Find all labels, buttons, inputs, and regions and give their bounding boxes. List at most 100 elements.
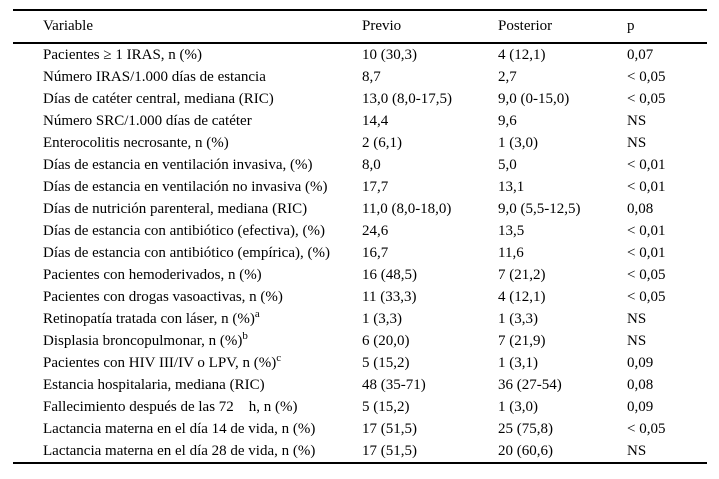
variable-cell: Lactancia materna en el día 14 de vida, …	[13, 418, 362, 440]
table-row: Lactancia materna en el día 14 de vida, …	[13, 418, 707, 440]
posterior-value-cell: 13,1	[498, 178, 525, 195]
variable-cell: Estancia hospitalaria, mediana (RIC)	[13, 374, 362, 396]
p-value-cell: 0,09	[627, 354, 654, 371]
footnote-marker: b	[242, 330, 248, 342]
variable-label: Días de estancia en ventilación invasiva…	[43, 156, 313, 173]
p-value-cell: < 0,05	[627, 68, 666, 85]
posterior-value-cell: 1 (3,0)	[498, 398, 538, 415]
table-row: Días de estancia en ventilación no invas…	[13, 176, 707, 198]
posterior-value-cell: 1 (3,1)	[498, 354, 538, 371]
previo-value-cell: 8,7	[362, 68, 381, 85]
previo-value-cell: 1 (3,3)	[362, 310, 402, 327]
previo-value-cell: 16 (48,5)	[362, 266, 417, 283]
footnote-marker: c	[276, 352, 282, 364]
variable-label: Pacientes con hemoderivados, n (%)	[43, 266, 262, 283]
table-row: Pacientes ≥ 1 IRAS, n (%) 10 (30,3) 4 (12,…	[13, 43, 707, 66]
p-value-cell: < 0,05	[627, 288, 666, 305]
p-value-cell: NS	[627, 442, 647, 459]
posterior-value-cell: 1 (3,3)	[498, 310, 538, 327]
variable-label: Días de estancia con antibiótico (empíri…	[43, 244, 330, 261]
variable-cell: Días de estancia en ventilación invasiva…	[13, 154, 362, 176]
table-row: Días de nutrición parenteral, mediana (R…	[13, 198, 707, 220]
table-row: Lactancia materna en el día 28 de vida, …	[13, 440, 707, 463]
column-header-variable: Variable	[13, 10, 362, 44]
header-row: Variable Previo Posterior p	[13, 10, 707, 44]
variable-cell: Pacientes con drogas vasoactivas, n (%)	[13, 286, 362, 308]
table-row: Número IRAS/1.000 días de estancia 8,7 2,7…	[13, 66, 707, 88]
previo-value-cell: 16,7	[362, 244, 389, 261]
variable-cell: Pacientes ≥ 1 IRAS, n (%)	[13, 43, 362, 66]
posterior-value-cell: 9,0 (0-15,0)	[498, 90, 570, 107]
previo-value-cell: 5 (15,2)	[362, 398, 410, 415]
p-value-cell: 0,07	[627, 46, 654, 63]
p-value-cell: 0,09	[627, 398, 654, 415]
column-header-posterior: Posterior	[498, 10, 627, 44]
table-row: Pacientes con HIV III/IV o LPV, n (%)c 5 …	[13, 352, 707, 374]
variable-cell: Pacientes con HIV III/IV o LPV, n (%)c	[13, 352, 362, 374]
table-row: Pacientes con hemoderivados, n (%) 16 (48…	[13, 264, 707, 286]
posterior-value-cell: 13,5	[498, 222, 525, 239]
variable-label: Displasia broncopulmonar, n (%)	[43, 332, 243, 349]
p-value-cell: < 0,01	[627, 156, 666, 173]
posterior-value-cell: 9,0 (5,5-12,5)	[498, 200, 581, 217]
p-value-cell: < 0,01	[627, 244, 666, 261]
p-value-cell: NS	[627, 310, 647, 327]
variable-cell: Días de estancia con antibiótico (efecti…	[13, 220, 362, 242]
p-value-cell: < 0,05	[627, 266, 666, 283]
posterior-value-cell: 20 (60,6)	[498, 442, 553, 459]
results-table: Variable Previo Posterior p Pacientes ≥ …	[13, 9, 707, 464]
posterior-value-cell: 36 (27-54)	[498, 376, 562, 393]
variable-label: Días de estancia en ventilación no invas…	[43, 178, 328, 195]
previo-value-cell: 24,6	[362, 222, 389, 239]
table-row: Estancia hospitalaria, mediana (RIC) 48 (…	[13, 374, 707, 396]
posterior-value-cell: 1 (3,0)	[498, 134, 538, 151]
previo-value-cell: 17 (51,5)	[362, 420, 417, 437]
posterior-value-cell: 7 (21,2)	[498, 266, 546, 283]
table-row: Días de estancia con antibiótico (efecti…	[13, 220, 707, 242]
variable-cell: Número IRAS/1.000 días de estancia	[13, 66, 362, 88]
variable-label: Estancia hospitalaria, mediana (RIC)	[43, 376, 265, 393]
previo-value-cell: 48 (35-71)	[362, 376, 426, 393]
previo-value-cell: 2 (6,1)	[362, 134, 402, 151]
previo-value-cell: 14,4	[362, 112, 389, 129]
p-value-cell: 0,08	[627, 376, 654, 393]
p-value-cell: 0,08	[627, 200, 654, 217]
variable-label: Lactancia materna en el día 28 de vida, …	[43, 442, 316, 459]
previo-value-cell: 10 (30,3)	[362, 46, 417, 63]
variable-cell: Días de estancia con antibiótico (empíri…	[13, 242, 362, 264]
previo-value-cell: 11 (33,3)	[362, 288, 417, 305]
previo-value-cell: 8,0	[362, 156, 381, 173]
footnote-marker: a	[254, 308, 260, 320]
variable-cell: Pacientes con hemoderivados, n (%)	[13, 264, 362, 286]
variable-label: Fallecimiento después de las 72 h, n (%)	[43, 398, 298, 415]
variable-label: Días de nutrición parenteral, mediana (R…	[43, 200, 308, 217]
variable-cell: Retinopatía tratada con láser, n (%)a	[13, 308, 362, 330]
column-header-previo: Previo	[362, 10, 498, 44]
table-row: Número SRC/1.000 días de catéter 14,4 9,6 N…	[13, 110, 707, 132]
variable-label: Días de catéter central, mediana (RIC)	[43, 90, 274, 107]
variable-label: Enterocolitis necrosante, n (%)	[43, 134, 229, 151]
variable-cell: Días de estancia en ventilación no invas…	[13, 176, 362, 198]
p-value-cell: NS	[627, 332, 647, 349]
variable-cell: Número SRC/1.000 días de catéter	[13, 110, 362, 132]
p-value-cell: < 0,01	[627, 178, 666, 195]
table-row: Displasia broncopulmonar, n (%)b 6 (20,0)…	[13, 330, 707, 352]
variable-label: Pacientes ≥ 1 IRAS, n (%)	[43, 46, 203, 63]
p-value-cell: < 0,05	[627, 420, 666, 437]
variable-label: Pacientes con HIV III/IV o LPV, n (%)	[43, 354, 277, 371]
variable-label: Lactancia materna en el día 14 de vida, …	[43, 420, 316, 437]
variable-label: Retinopatía tratada con láser, n (%)	[43, 310, 255, 327]
variable-cell: Displasia broncopulmonar, n (%)b	[13, 330, 362, 352]
previo-value-cell: 17,7	[362, 178, 389, 195]
table-row: Enterocolitis necrosante, n (%) 2 (6,1) 1 …	[13, 132, 707, 154]
variable-cell: Días de catéter central, mediana (RIC)	[13, 88, 362, 110]
p-value-cell: < 0,01	[627, 222, 666, 239]
p-value-cell: < 0,05	[627, 90, 666, 107]
table-row: Días de estancia en ventilación invasiva…	[13, 154, 707, 176]
variable-label: Número SRC/1.000 días de catéter	[43, 112, 252, 129]
variable-label: Pacientes con drogas vasoactivas, n (%)	[43, 288, 283, 305]
table-row: Días de catéter central, mediana (RIC) 13…	[13, 88, 707, 110]
table-row: Retinopatía tratada con láser, n (%)a 1 (…	[13, 308, 707, 330]
variable-cell: Fallecimiento después de las 72 h, n (%)	[13, 396, 362, 418]
table-row: Días de estancia con antibiótico (empíri…	[13, 242, 707, 264]
